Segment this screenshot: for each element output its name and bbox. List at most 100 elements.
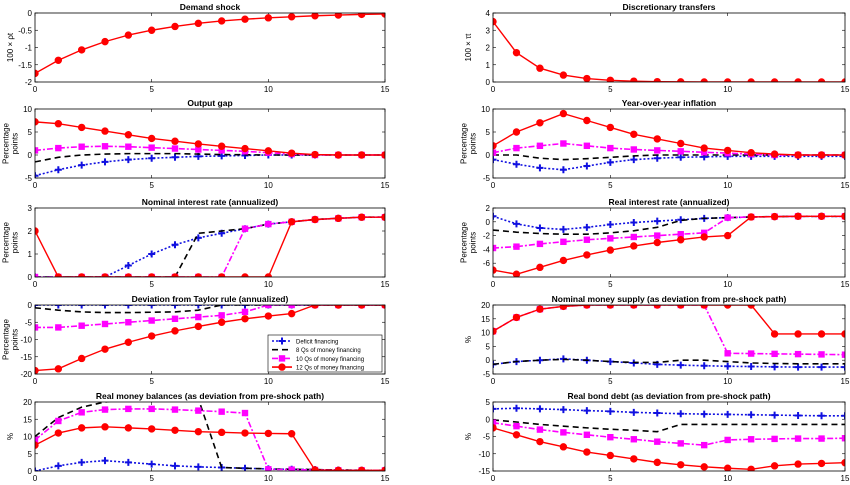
data-point-q12 [817,151,826,159]
x-tick-label: 10 [723,377,732,386]
data-point-deficit [700,362,708,370]
data-point-deficit [101,305,109,309]
data-point-deficit [559,166,567,174]
data-point-deficit [653,217,661,225]
data-point-deficit [794,411,802,419]
subplot-10: Real bond debt (as deviation from pre-sh… [464,391,850,483]
data-point-deficit [512,404,520,412]
data-point-deficit [653,154,661,162]
data-point-deficit [677,153,685,161]
y-axis-label: points [11,329,20,350]
data-point-q12 [536,305,544,313]
data-point-q12 [747,465,755,471]
x-tick-label: 5 [608,377,613,386]
x-tick-label: 15 [841,474,850,483]
data-point-deficit [493,212,497,220]
subplot-title: Real interest rate (annualized) [609,197,730,207]
data-point-q10 [607,144,614,152]
legend: Deficit financing 8 Qs of money financing… [267,334,383,373]
data-point-q12 [583,116,591,125]
y-tick-label: 0 [28,273,33,282]
subplot-1: Demand shock 100 × ρt -2 -1.5 -1 -0.5 0 0 5 10 15 [6,2,390,94]
data-point-q12 [677,305,685,309]
data-point-deficit [493,405,497,413]
data-point-q12 [194,140,203,148]
data-point-deficit [54,305,62,309]
data-point-deficit [148,250,156,258]
data-point-deficit [630,408,638,416]
data-point-deficit [583,162,591,170]
x-tick-label: 10 [264,474,273,483]
data-point-deficit [171,305,179,309]
data-point-q12 [677,139,685,148]
x-tick-label: 10 [264,85,273,94]
data-point-q10 [536,426,544,433]
plot-area [35,402,385,471]
data-point-q10 [241,409,249,417]
data-point-deficit [148,305,156,309]
data-point-q12 [606,123,615,132]
data-point-q12 [700,78,708,82]
data-point-deficit [194,463,202,471]
series-line-deficit [35,154,385,177]
data-point-q12 [77,123,86,132]
x-tick-label: 5 [149,85,154,94]
data-point-q10 [513,144,520,152]
data-point-q12 [817,459,826,468]
data-point-deficit [148,154,156,162]
data-point-q12 [653,135,661,143]
series-line-deficit [493,155,845,171]
y-tick-label: 20 [23,398,32,407]
y-axis-label: points [11,232,20,253]
x-tick-label: 15 [381,280,390,289]
series-line-q12 [35,216,385,277]
data-point-q12 [77,46,86,54]
data-point-q12 [536,437,544,446]
x-tick-label: 15 [381,377,390,386]
data-point-q12 [606,305,615,309]
data-point-q12 [794,212,802,220]
axes-box [34,108,386,179]
data-point-deficit [747,363,755,371]
x-tick-label: 0 [491,85,496,94]
data-point-q10 [125,319,132,326]
data-point-deficit [677,410,685,418]
x-tick-label: 0 [33,181,38,190]
data-point-q10 [35,147,39,154]
data-point-q12 [241,429,249,437]
data-point-q10 [818,435,825,442]
data-point-q12 [583,251,591,259]
series-line-q12 [35,121,385,156]
data-point-q12 [147,134,156,143]
data-point-q10 [654,438,661,445]
legend-label: Deficit financing [296,340,338,346]
y-tick-label: 0 [28,301,33,310]
series-line-q10 [493,215,845,249]
y-tick-label: -2 [25,78,33,87]
data-point-q10 [288,466,295,471]
data-point-q12 [217,318,226,326]
y-tick-label: -10 [478,450,490,459]
data-point-q12 [311,215,319,224]
data-point-q12 [311,305,319,309]
data-point-q10 [195,407,202,414]
data-point-q12 [747,305,755,309]
data-point-q10 [288,305,295,309]
data-point-q10 [171,145,179,152]
data-point-q12 [723,231,732,240]
data-point-q12 [583,305,591,309]
data-point-q12 [794,78,802,82]
data-point-q12 [630,77,638,82]
data-point-q10 [78,409,85,416]
data-point-q12 [287,13,296,21]
plot-area [35,118,385,178]
data-point-q12 [357,305,366,309]
y-tick-label: 5 [486,398,491,407]
y-tick-label: 0 [486,78,491,87]
data-point-q10 [101,143,109,150]
y-tick-label: 10 [481,105,490,114]
data-point-q10 [630,233,637,241]
legend-box [267,334,383,373]
data-point-deficit [171,153,179,161]
